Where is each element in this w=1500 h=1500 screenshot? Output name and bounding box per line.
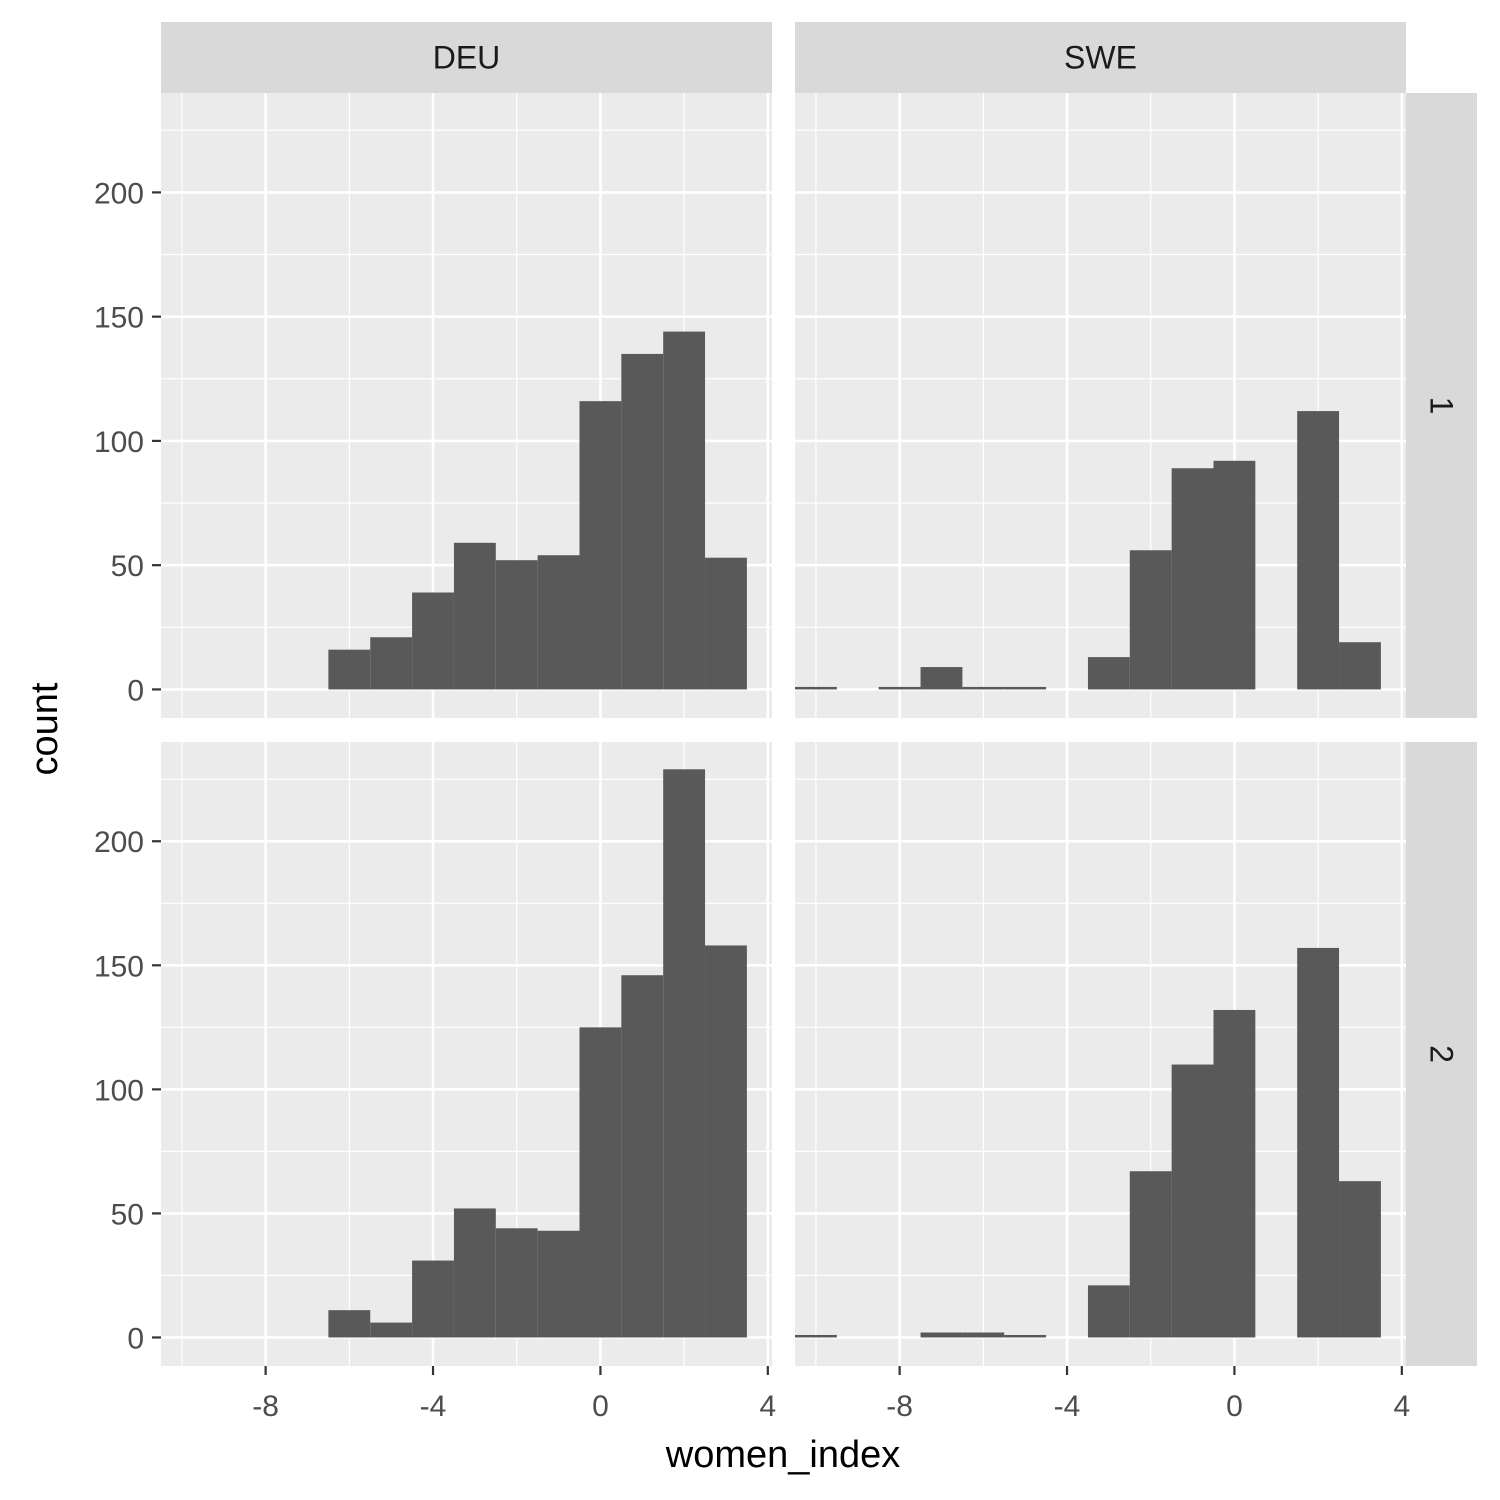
histogram-bar [579, 401, 622, 690]
y-tick-label: 50 [111, 1198, 144, 1231]
histogram-bar [962, 1332, 1005, 1338]
axes-layer: 0 50 100 150 200 0 50 100 150 200 -8 -4 0 4 -8 -4 0 4 [94, 177, 1410, 1423]
histogram-bar [663, 769, 706, 1338]
y-tick-label: 50 [111, 550, 144, 583]
x-tick-label: -4 [1054, 1390, 1081, 1423]
histogram-bar [328, 649, 371, 690]
y-tick-label: 150 [94, 950, 144, 983]
histogram-bar [412, 1260, 454, 1338]
histogram-bar [1297, 947, 1340, 1338]
histogram-bar [453, 542, 496, 690]
histogram-bar [962, 686, 1005, 690]
x-tick-label: -8 [252, 1390, 279, 1423]
histogram-bar [1129, 1171, 1172, 1338]
panels-layer [161, 93, 1406, 1366]
x-axis-title: women_index [665, 1434, 900, 1476]
histogram-bar [1004, 1334, 1047, 1338]
y-axis-title: count [24, 682, 66, 775]
histogram-bar [1339, 642, 1381, 690]
histogram-bar [453, 1208, 496, 1338]
histogram-bar [537, 555, 580, 690]
strip-row-1: 1 [1406, 93, 1477, 718]
y-tick-label: 0 [127, 674, 144, 707]
panel-swe-2 [795, 742, 1406, 1366]
strip-label: SWE [1064, 40, 1137, 76]
y-tick-label: 200 [94, 826, 144, 859]
histogram-bar [1129, 550, 1172, 690]
histogram-bar [795, 1334, 837, 1338]
panel-deu-2 [161, 742, 772, 1366]
strips-layer: DEU SWE 1 2 [161, 22, 1477, 1366]
histogram-bar [495, 1228, 538, 1338]
histogram-bar [878, 686, 921, 690]
strip-background [161, 22, 772, 93]
y-tick-label: 100 [94, 426, 144, 459]
histogram-bar [328, 1310, 371, 1338]
strip-col-swe: SWE [795, 22, 1406, 93]
strip-background [1406, 742, 1477, 1366]
y-tick-label: 150 [94, 302, 144, 335]
x-axis-col-swe: -8 -4 0 4 [886, 1366, 1410, 1423]
strip-col-deu: DEU [161, 22, 772, 93]
x-axis-col-deu: -8 -4 0 4 [252, 1366, 776, 1423]
x-tick-label: 4 [1393, 1390, 1410, 1423]
strip-background [1406, 93, 1477, 718]
histogram-bar [1213, 1009, 1256, 1338]
strip-background [795, 22, 1406, 93]
x-tick-label: 0 [1226, 1390, 1243, 1423]
histogram-bar [1004, 686, 1047, 690]
histogram-bar [579, 1027, 622, 1338]
y-tick-label: 100 [94, 1074, 144, 1107]
histogram-bar [370, 1322, 413, 1338]
histogram-bar [412, 592, 454, 690]
histogram-bar [920, 1332, 963, 1338]
histogram-bar [1171, 1064, 1214, 1338]
y-axis-row-2: 0 50 100 150 200 [94, 826, 161, 1355]
histogram-bar [370, 637, 413, 690]
panel-deu-1 [161, 93, 772, 718]
histogram-bar [920, 667, 963, 690]
histogram-bar [705, 557, 747, 690]
histogram-bar [1213, 460, 1256, 690]
histogram-bar [1339, 1181, 1381, 1338]
panel-swe-1 [795, 93, 1406, 718]
strip-label: 1 [1424, 397, 1460, 415]
y-tick-label: 200 [94, 177, 144, 210]
strip-label: 2 [1424, 1045, 1460, 1063]
histogram-bar [1171, 468, 1214, 690]
histogram-bar [1087, 657, 1130, 690]
strip-row-2: 2 [1406, 742, 1477, 1366]
histogram-bar [495, 560, 538, 690]
y-tick-label: 0 [127, 1322, 144, 1355]
histogram-bar [621, 975, 664, 1338]
strip-label: DEU [433, 40, 501, 76]
histogram-bar [795, 686, 837, 690]
x-tick-label: 4 [759, 1390, 776, 1423]
x-tick-label: 0 [592, 1390, 609, 1423]
histogram-bar [705, 945, 747, 1338]
x-tick-label: -4 [420, 1390, 447, 1423]
histogram-bar [1087, 1285, 1130, 1338]
histogram-bar [621, 353, 664, 690]
x-tick-label: -8 [886, 1390, 913, 1423]
histogram-bar [1297, 411, 1340, 690]
histogram-bar [537, 1230, 580, 1338]
y-axis-row-1: 0 50 100 150 200 [94, 177, 161, 707]
histogram-bar [663, 331, 706, 690]
